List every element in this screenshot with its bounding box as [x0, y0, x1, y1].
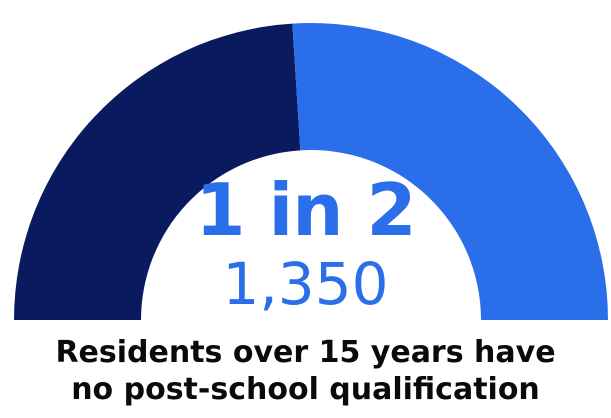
chart-caption: Residents over 15 years have no post-sch… — [0, 334, 611, 408]
caption-line-2: no post-school qualification — [71, 372, 540, 407]
headline-ratio: 1 in 2 — [195, 168, 416, 252]
caption-line-1: Residents over 15 years have — [55, 335, 556, 370]
gauge-segment-1 — [14, 23, 301, 321]
resident-count: 1,350 — [222, 250, 389, 318]
gauge-segment-2 — [292, 23, 608, 320]
